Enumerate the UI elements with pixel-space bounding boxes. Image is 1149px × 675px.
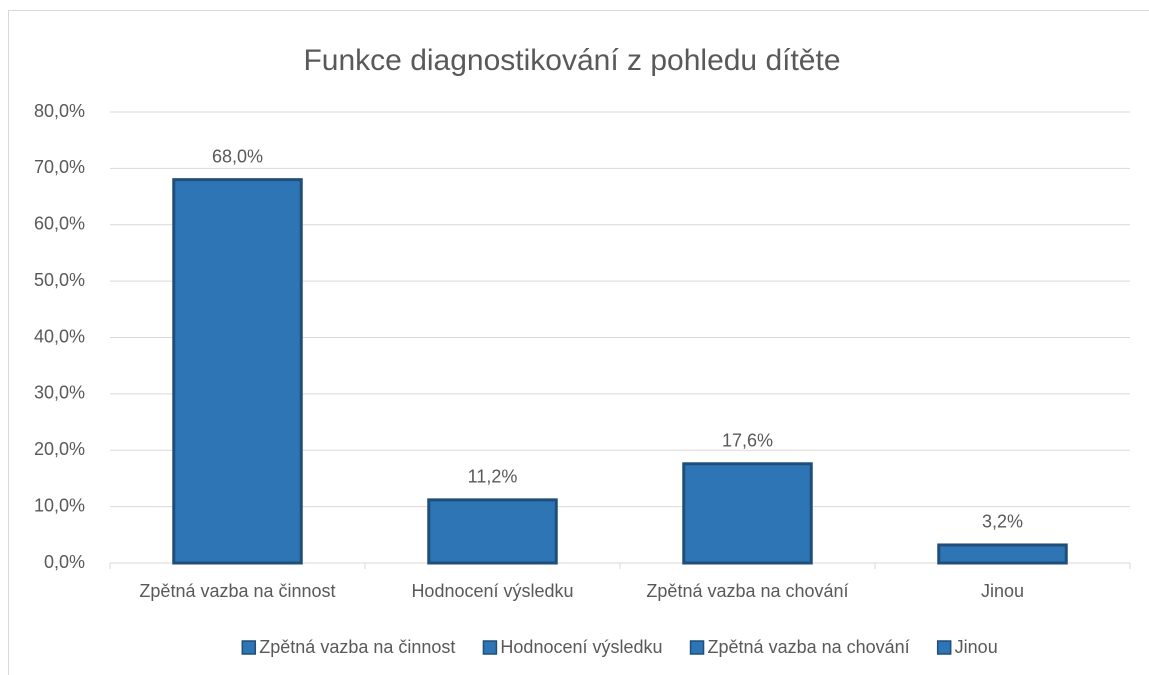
bar (937, 543, 1068, 565)
y-tick-label: 0,0% (44, 552, 85, 572)
legend-marker (482, 640, 498, 655)
chart-title: Funkce diagnostikování z pohledu dítěte (303, 44, 840, 77)
legend-label: Zpětná vazba na činnost (259, 637, 455, 657)
x-tick-label: Jinou (981, 581, 1024, 601)
chart-frame (8, 10, 1149, 675)
y-tick-label: 60,0% (34, 214, 85, 234)
y-tick-label: 10,0% (34, 495, 85, 515)
bar (172, 178, 303, 565)
data-label: 17,6% (722, 431, 773, 451)
legend-label: Jinou (955, 637, 998, 657)
y-tick-label: 40,0% (34, 326, 85, 346)
legend-label: Hodnocení výsledku (500, 637, 662, 657)
y-tick-label: 30,0% (34, 383, 85, 403)
data-label: 11,2% (468, 467, 518, 487)
legend-label: Zpětná vazba na chování (708, 637, 910, 657)
x-tick-label: Zpětná vazba na činnost (139, 581, 335, 601)
data-label: 68,0% (212, 146, 263, 166)
y-tick-label: 20,0% (34, 439, 85, 459)
legend-marker (689, 640, 705, 655)
legend-marker (241, 640, 257, 655)
bar (427, 498, 558, 565)
y-tick-label: 70,0% (34, 157, 85, 177)
data-label: 3,2% (982, 512, 1023, 532)
legend-marker (936, 640, 952, 655)
y-tick-label: 80,0% (34, 101, 85, 121)
x-tick-label: Hodnocení výsledku (411, 581, 573, 601)
y-tick-label: 50,0% (34, 270, 85, 290)
x-tick-label: Zpětná vazba na chování (646, 581, 848, 601)
bar (682, 462, 813, 565)
